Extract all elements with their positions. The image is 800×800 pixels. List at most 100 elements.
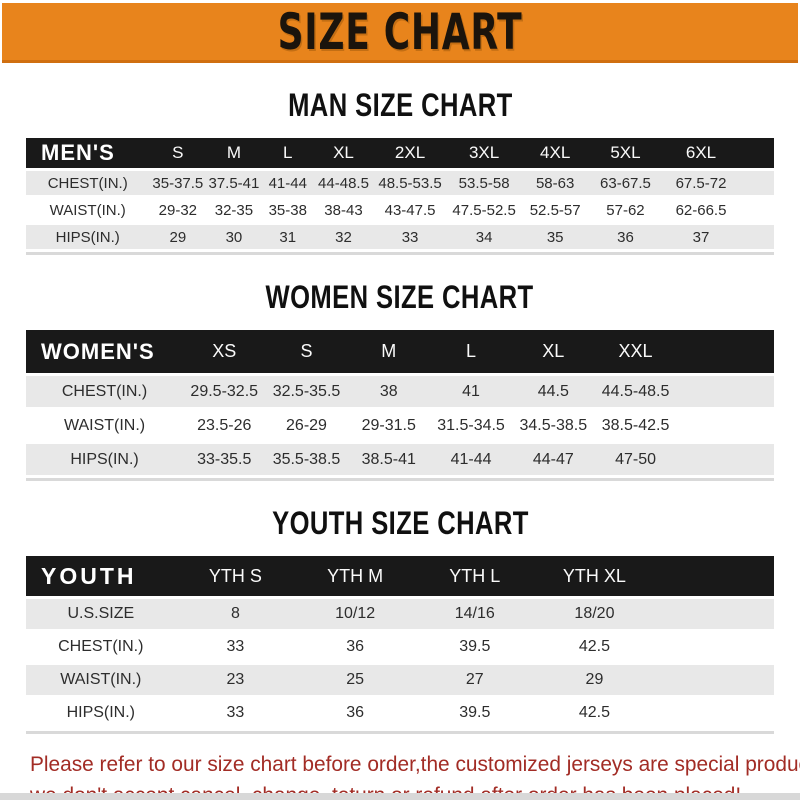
size-cell: 53.5-58 xyxy=(447,171,522,198)
size-cell: 31.5-34.5 xyxy=(429,410,513,444)
size-cell: 29 xyxy=(149,225,207,252)
table-row: HIPS(IN.) 33 36 39.5 42.5 xyxy=(26,698,774,731)
size-cell: 36 xyxy=(295,698,415,731)
size-cell: 44.5-48.5 xyxy=(594,376,677,410)
row-label: WAIST(IN.) xyxy=(26,198,150,225)
size-cell: 67.5-72 xyxy=(661,171,741,198)
row-filler xyxy=(654,665,774,698)
section-heading-man-size-chart: MAN SIZE CHART xyxy=(0,87,800,124)
header-filler xyxy=(676,330,774,376)
row-filler xyxy=(676,410,774,444)
size-cell: 41-44 xyxy=(261,171,314,198)
row-label: WAIST(IN.) xyxy=(26,410,184,444)
row-filler xyxy=(676,444,774,478)
size-cell: 43-47.5 xyxy=(373,198,448,225)
section-heading-text: MAN SIZE CHART xyxy=(287,87,513,123)
column-header: 4XL xyxy=(521,138,590,171)
header-filler xyxy=(740,138,774,171)
size-cell: 31 xyxy=(261,225,314,252)
column-header: XS xyxy=(183,330,266,376)
size-cell: 36 xyxy=(295,632,415,665)
size-cell: 44-47 xyxy=(512,444,595,478)
column-header: YTH L xyxy=(414,556,535,599)
column-header: M xyxy=(347,330,430,376)
page-title: SIZE CHART xyxy=(277,2,523,61)
size-cell: 33-35.5 xyxy=(183,444,266,478)
size-cell: 34.5-38.5 xyxy=(512,410,595,444)
size-cell: 44-48.5 xyxy=(313,171,374,198)
row-filler xyxy=(740,225,774,252)
size-table-women: WOMEN'S XS S M L XL XXL CHEST(IN.) 29.5-32.5 32.5… xyxy=(26,330,774,478)
column-header: YTH S xyxy=(175,556,296,599)
size-cell: 63-67.5 xyxy=(589,171,662,198)
section-heading-youth-size-chart: YOUTH SIZE CHART xyxy=(0,505,800,542)
table-corner-label: MEN'S xyxy=(26,138,150,171)
table-row: U.S.SIZE 8 10/12 14/16 18/20 xyxy=(26,599,774,632)
table-row: WAIST(IN.) 23 25 27 29 xyxy=(26,665,774,698)
column-header: 2XL xyxy=(373,138,448,171)
column-header: 5XL xyxy=(589,138,662,171)
column-header: L xyxy=(261,138,314,171)
size-table-men: MEN'S S M L XL 2XL 3XL 4XL 5XL 6XL CHEST(IN.) 35-37… xyxy=(26,138,774,252)
row-label: CHEST(IN.) xyxy=(26,632,176,665)
size-cell: 38.5-41 xyxy=(347,444,430,478)
size-cell: 29.5-32.5 xyxy=(183,376,266,410)
size-cell: 62-66.5 xyxy=(661,198,741,225)
table-row: HIPS(IN.) 29 30 31 32 33 34 35 36 37 xyxy=(26,225,774,252)
size-cell: 32 xyxy=(313,225,374,252)
table-end-line xyxy=(26,731,774,734)
row-label: HIPS(IN.) xyxy=(26,444,184,478)
size-cell: 52.5-57 xyxy=(521,198,590,225)
column-header: XXL xyxy=(594,330,677,376)
size-cell: 25 xyxy=(295,665,415,698)
size-cell: 27 xyxy=(414,665,535,698)
row-label: U.S.SIZE xyxy=(26,599,176,632)
table-end-line xyxy=(26,252,774,255)
size-cell: 37.5-41 xyxy=(206,171,262,198)
size-cell: 33 xyxy=(373,225,448,252)
table-wrap-men: MEN'S S M L XL 2XL 3XL 4XL 5XL 6XL CHEST(IN.) 35-37… xyxy=(26,138,774,255)
size-cell: 18/20 xyxy=(534,599,655,632)
size-cell: 36 xyxy=(589,225,662,252)
size-cell: 23.5-26 xyxy=(183,410,266,444)
table-row: WAIST(IN.) 29-32 32-35 35-38 38-43 43-47.5 47.… xyxy=(26,198,774,225)
column-header: M xyxy=(206,138,262,171)
size-cell: 41-44 xyxy=(429,444,513,478)
size-cell: 35.5-38.5 xyxy=(265,444,348,478)
size-cell: 35 xyxy=(521,225,590,252)
column-header: XL xyxy=(313,138,374,171)
size-cell: 34 xyxy=(447,225,522,252)
size-cell: 38 xyxy=(347,376,430,410)
row-filler xyxy=(740,171,774,198)
section-heading-text: WOMEN SIZE CHART xyxy=(265,279,535,315)
section-heading-text: YOUTH SIZE CHART xyxy=(271,505,529,541)
column-header: 6XL xyxy=(661,138,741,171)
size-cell: 33 xyxy=(175,632,296,665)
table-row: HIPS(IN.) 33-35.5 35.5-38.5 38.5-41 41-44 44-… xyxy=(26,444,774,478)
column-header: XL xyxy=(512,330,595,376)
banner: SIZE CHART xyxy=(2,3,798,63)
row-filler xyxy=(740,198,774,225)
size-cell: 38.5-42.5 xyxy=(594,410,677,444)
row-filler xyxy=(654,698,774,731)
size-cell: 32.5-35.5 xyxy=(265,376,348,410)
column-header: S xyxy=(149,138,207,171)
size-cell: 38-43 xyxy=(313,198,374,225)
table-corner-label: YOUTH xyxy=(26,556,176,599)
size-cell: 42.5 xyxy=(534,632,655,665)
row-label: WAIST(IN.) xyxy=(26,665,176,698)
table-row: CHEST(IN.) 29.5-32.5 32.5-35.5 38 41 44.5 44.5… xyxy=(26,376,774,410)
table-corner-label: WOMEN'S xyxy=(26,330,184,376)
size-cell: 35-37.5 xyxy=(149,171,207,198)
size-cell: 29 xyxy=(534,665,655,698)
table-header-row: WOMEN'S XS S M L XL XXL xyxy=(26,330,774,376)
size-cell: 14/16 xyxy=(414,599,535,632)
size-cell: 30 xyxy=(206,225,262,252)
size-cell: 10/12 xyxy=(295,599,415,632)
disclaimer-line-1: Please refer to our size chart before or… xyxy=(30,752,800,776)
size-cell: 41 xyxy=(429,376,513,410)
row-label: HIPS(IN.) xyxy=(26,698,176,731)
row-label: CHEST(IN.) xyxy=(26,171,150,198)
table-end-line xyxy=(26,478,774,481)
